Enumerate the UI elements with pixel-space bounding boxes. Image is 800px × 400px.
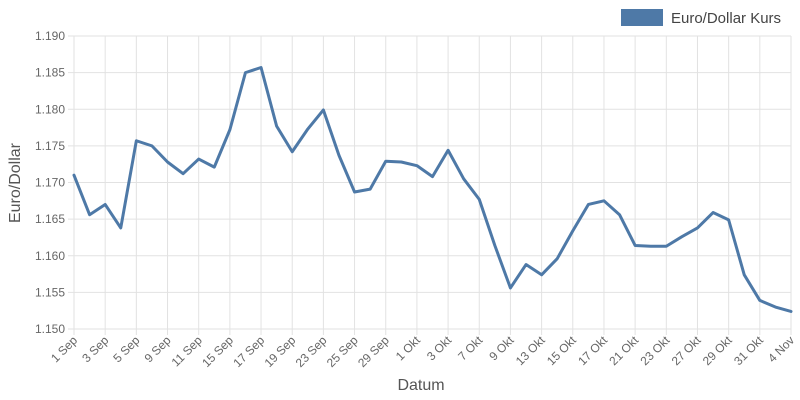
x-axis-title: Datum — [397, 377, 444, 394]
y-tick-label: 1.155 — [35, 285, 65, 299]
x-tick-label: 3 Sep — [79, 333, 111, 365]
x-tick-label: 13 Okt — [513, 333, 548, 368]
x-tick-label: 19 Sep — [262, 333, 299, 370]
y-axis-title: Euro/Dollar — [7, 142, 24, 223]
data-point — [696, 226, 699, 229]
data-point — [509, 286, 512, 289]
data-point — [447, 149, 450, 152]
data-point — [758, 299, 761, 302]
x-tick-label: 1 Okt — [393, 333, 424, 364]
x-tick-label: 3 Okt — [424, 333, 455, 364]
x-tick-label: 23 Sep — [293, 333, 330, 370]
data-point — [244, 71, 247, 74]
data-point — [119, 226, 122, 229]
data-point — [73, 174, 76, 177]
x-tick-label: 7 Okt — [455, 333, 486, 364]
data-point — [88, 213, 91, 216]
legend-swatch — [621, 9, 663, 26]
data-point — [556, 257, 559, 260]
data-point — [213, 166, 216, 169]
data-point — [525, 263, 528, 266]
x-tick-label: 29 Okt — [700, 333, 735, 368]
data-point — [228, 128, 231, 131]
data-point — [182, 172, 185, 175]
y-tick-label: 1.180 — [35, 102, 65, 116]
data-point — [634, 244, 637, 247]
data-point — [602, 199, 605, 202]
x-tick-label: 15 Okt — [544, 333, 579, 368]
y-tick-label: 1.190 — [35, 29, 65, 43]
data-point — [275, 125, 278, 128]
x-tick-label: 25 Sep — [324, 333, 361, 370]
y-tick-label: 1.175 — [35, 139, 65, 153]
data-point — [493, 244, 496, 247]
data-point — [369, 188, 372, 191]
data-point — [135, 139, 138, 142]
x-tick-label: 31 Okt — [731, 333, 766, 368]
x-tick-label: 21 Okt — [606, 333, 641, 368]
y-axis-ticks: 1.150 1.155 1.160 1.165 1.170 1.175 1.180 1.185… — [35, 29, 65, 336]
y-tick-label: 1.185 — [35, 66, 65, 80]
y-tick-label: 1.150 — [35, 322, 65, 336]
x-tick-label: 17 Sep — [230, 333, 267, 370]
data-point — [337, 154, 340, 157]
data-point — [712, 211, 715, 214]
data-point — [774, 306, 777, 309]
data-point — [150, 144, 153, 147]
y-tick-label: 1.170 — [35, 176, 65, 190]
x-tick-label: 4 Nov — [765, 333, 797, 365]
data-point — [478, 198, 481, 201]
data-point — [743, 273, 746, 276]
data-point — [431, 175, 434, 178]
data-point — [587, 203, 590, 206]
data-point — [665, 245, 668, 248]
series-group — [72, 66, 793, 313]
data-point — [166, 160, 169, 163]
data-point — [104, 203, 107, 206]
x-tick-label: 1 Sep — [48, 333, 80, 365]
data-point — [618, 213, 621, 216]
x-tick-label: 11 Sep — [169, 333, 205, 369]
y-tick-label: 1.165 — [35, 212, 65, 226]
x-tick-label: 17 Okt — [575, 333, 610, 368]
data-point — [306, 128, 309, 131]
data-point — [415, 164, 418, 167]
data-point — [400, 160, 403, 163]
legend[interactable]: Euro/Dollar Kurs — [621, 9, 781, 27]
y-tick-label: 1.160 — [35, 249, 65, 263]
x-tick-label: 5 Sep — [110, 333, 142, 365]
data-point — [353, 191, 356, 194]
series-line — [72, 66, 793, 313]
legend-label: Euro/Dollar Kurs — [671, 10, 781, 27]
data-point — [322, 108, 325, 111]
data-point — [649, 245, 652, 248]
x-tick-label: 23 Okt — [638, 333, 673, 368]
data-point — [197, 158, 200, 161]
data-point — [260, 66, 263, 69]
data-point — [680, 235, 683, 238]
data-point — [462, 177, 465, 180]
data-point — [727, 218, 730, 221]
x-tick-label: 27 Okt — [669, 333, 704, 368]
data-point — [790, 310, 793, 313]
data-point — [540, 273, 543, 276]
x-tick-label: 15 Sep — [199, 333, 236, 370]
data-point — [384, 160, 387, 163]
data-point — [291, 150, 294, 153]
y-gridlines — [68, 35, 791, 330]
x-tick-label: 29 Sep — [355, 333, 392, 370]
x-gridlines — [73, 36, 792, 335]
data-point — [571, 229, 574, 232]
